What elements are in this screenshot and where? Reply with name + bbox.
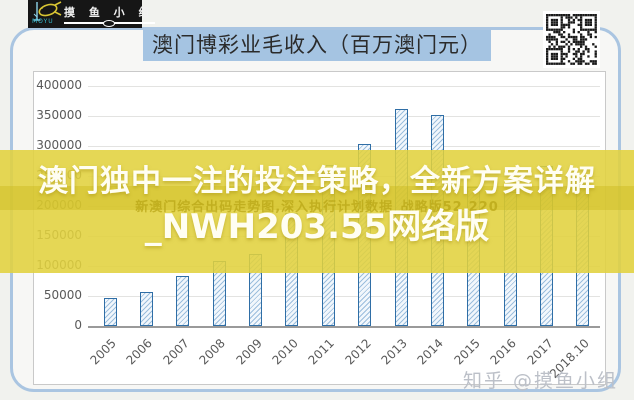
brand-subtitle: MOYU: [32, 18, 54, 25]
fish-underline-decoration: [103, 20, 116, 27]
overlay-fine-print: 新澳门综合出码走势图,深入执行计划数据_战略版52.220: [135, 200, 499, 215]
gridline: [88, 296, 600, 297]
qr-code-pattern: [546, 14, 597, 65]
bar-2005: [103, 298, 117, 326]
bar-2007: [176, 275, 190, 326]
fish-on-hook-icon: [33, 1, 62, 21]
y-tick-label: 350000: [36, 108, 82, 122]
gridline: [88, 116, 600, 117]
bar-2006: [139, 291, 153, 326]
overlay-band: [0, 150, 634, 273]
y-tick-label: 50000: [43, 288, 82, 302]
qr-code: [543, 11, 600, 68]
overlay-band-core: [0, 186, 634, 210]
x-axis-line: [88, 326, 600, 328]
y-tick-label: 400000: [36, 78, 82, 92]
gridline: [88, 86, 600, 87]
y-tick-label: 300000: [36, 138, 82, 152]
y-tick-label: 0: [74, 318, 82, 332]
gridline: [88, 146, 600, 147]
zhihu-watermark: 知乎 @摸鱼小组: [462, 370, 618, 392]
brand-name: 摸 鱼 小 组: [64, 4, 155, 27]
overlay-headline: 澳门独中一注的投注策略，全新方案详解: [38, 164, 596, 199]
overlay-subline: _NWH203.55网络版: [144, 207, 490, 247]
chart-title: 澳门博彩业毛收入（百万澳门元）: [143, 30, 491, 61]
brand-logo: 摸 鱼 小 组: [28, 0, 155, 28]
